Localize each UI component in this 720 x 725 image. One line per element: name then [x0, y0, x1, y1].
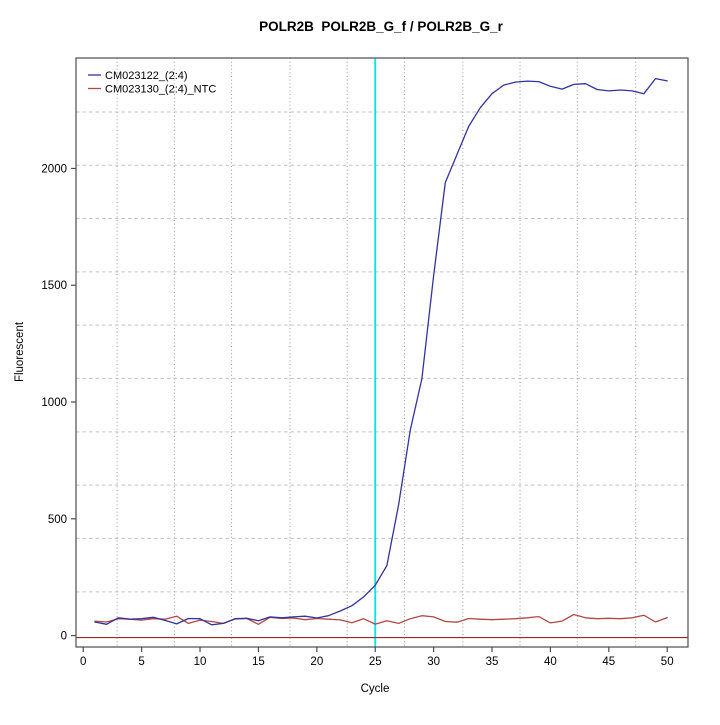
x-tick-label: 25: [369, 656, 382, 668]
series-layer: [94, 77, 668, 626]
series-line-cm023130-2-4-ntc: [94, 613, 668, 625]
legend-item-label: CM023130_(2:4)_NTC: [105, 83, 216, 95]
y-axis-label: Fluorescent: [14, 321, 26, 382]
marker-layer: [76, 58, 688, 647]
chart-title: POLR2B POLR2B_G_f / POLR2B_G_r: [259, 19, 504, 34]
legend: CM023122_(2:4)CM023130_(2:4)_NTC: [88, 70, 216, 95]
x-axis-label: Cycle: [361, 683, 390, 695]
x-tick-label: 0: [80, 656, 86, 668]
y-tick-label: 2000: [41, 163, 67, 175]
x-tick-label: 30: [427, 656, 440, 668]
x-tick-label: 45: [602, 656, 615, 668]
y-tick-label: 1500: [41, 280, 67, 292]
x-tick-label: 20: [310, 656, 323, 668]
x-tick-label: 40: [544, 656, 557, 668]
y-tick-label: 0: [61, 631, 67, 643]
y-tick-label: 500: [48, 514, 67, 526]
y-tick-label: 1000: [41, 397, 67, 409]
x-tick-label: 5: [138, 656, 144, 668]
plot-box: [75, 57, 689, 648]
grid-layer: [76, 58, 688, 647]
x-tick-label: 50: [661, 656, 674, 668]
series-line-cm023122-2-4-: [94, 77, 668, 626]
x-tick-label: 35: [486, 656, 499, 668]
x-tick-label: 10: [194, 656, 207, 668]
legend-item-label: CM023122_(2:4): [105, 70, 188, 82]
x-tick-label: 15: [252, 656, 265, 668]
